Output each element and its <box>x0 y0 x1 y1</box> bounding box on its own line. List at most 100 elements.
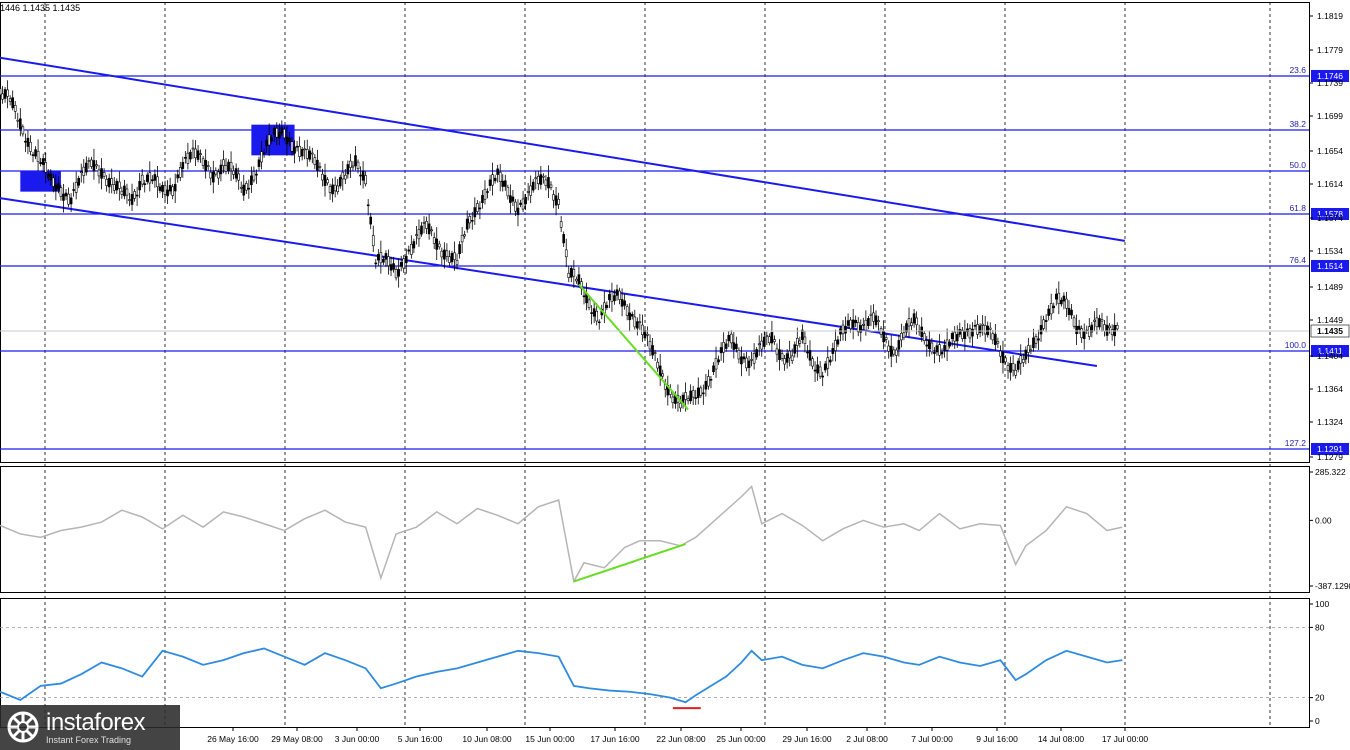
candle-body <box>125 188 129 196</box>
candle-body <box>1060 299 1063 305</box>
price-tick-label: 1.1364 <box>1317 384 1343 394</box>
candle-body <box>788 350 791 359</box>
candle-body <box>369 216 373 225</box>
candle-body <box>679 402 682 409</box>
price-tag-label: 1.1514 <box>1317 261 1343 271</box>
candle-body <box>689 390 692 402</box>
candle-body <box>52 177 55 187</box>
candle-body <box>1080 328 1083 339</box>
candle-body <box>780 353 784 359</box>
candle-body <box>1004 357 1007 363</box>
candle-body <box>544 179 548 186</box>
candle-body <box>201 158 205 166</box>
candle-body <box>661 373 665 377</box>
candle-body <box>623 300 626 306</box>
candle-body <box>496 168 499 175</box>
candle-body <box>653 352 657 354</box>
divergence-line <box>578 283 689 411</box>
candle-body <box>1034 336 1038 344</box>
candle-body <box>933 352 936 354</box>
candle-body <box>770 332 774 344</box>
candle-body <box>425 221 428 229</box>
price-tick-label: 1.1654 <box>1317 146 1343 156</box>
candle-body <box>16 119 20 122</box>
candle-body <box>892 349 896 355</box>
candle-body <box>742 356 746 360</box>
logo-name: instaforex <box>46 709 146 736</box>
candle-body <box>732 342 736 350</box>
candle-body <box>473 207 477 218</box>
candle-body <box>963 330 967 339</box>
candle-body <box>1042 319 1045 329</box>
candle-body <box>417 229 421 240</box>
price-tag <box>1311 260 1349 272</box>
candle-body <box>938 344 941 356</box>
candle-body <box>349 160 352 168</box>
rsi-line <box>0 647 1123 704</box>
candle-body <box>97 169 101 177</box>
price-tick-label: 1.1404 <box>1317 351 1343 361</box>
candle-body <box>841 324 845 335</box>
candle-body <box>803 336 807 345</box>
candle-body <box>186 152 190 164</box>
candle-body <box>85 162 88 173</box>
candle-body <box>79 171 83 173</box>
candle-body <box>1001 352 1005 364</box>
candle-body <box>6 89 9 97</box>
candle-body <box>120 190 124 195</box>
candle-body <box>869 313 873 316</box>
candle-body <box>153 174 157 181</box>
candle-body <box>646 333 649 336</box>
candle-body <box>222 159 225 166</box>
candle-body <box>206 165 210 167</box>
candle-body <box>283 128 286 139</box>
candle-body <box>928 339 931 349</box>
candle-body <box>1027 345 1030 353</box>
candle-body <box>389 264 393 271</box>
cci-panel: 285.322 0.00 -387.1290 <box>0 467 1350 591</box>
time-tick-label: 5 Jun 16:00 <box>398 734 443 744</box>
candle-body <box>158 186 162 191</box>
candle-body <box>21 126 25 135</box>
cci-tick-label: 285.322 <box>1315 467 1346 477</box>
candle-body <box>592 308 596 317</box>
candle-body <box>516 207 520 216</box>
candle-body <box>77 177 81 186</box>
candle-body <box>1054 293 1058 300</box>
candle-body <box>407 249 411 252</box>
candle-body <box>87 160 91 162</box>
candle-body <box>702 392 705 395</box>
candle-body <box>694 397 698 399</box>
logo-tagline: Instant Forex Trading <box>46 735 132 745</box>
time-tick-label: 9 Jul 16:00 <box>976 734 1018 744</box>
candle-body <box>443 249 446 260</box>
candle-body <box>379 252 383 264</box>
fib-ratio-label: 127.2 <box>1285 438 1307 448</box>
candle-body <box>280 127 284 134</box>
candle-body <box>877 320 880 323</box>
candle-body <box>1011 363 1015 371</box>
logo-mark-icon <box>7 711 39 743</box>
candle-body <box>148 172 152 184</box>
candle-body <box>740 356 743 365</box>
time-tick-label: 17 Jul 00:00 <box>1102 734 1149 744</box>
candle-body <box>900 332 903 341</box>
candle-body <box>636 321 639 329</box>
candle-body <box>173 184 177 192</box>
candle-body <box>630 314 634 317</box>
candle-body <box>735 343 738 350</box>
panel-frames <box>0 2 1310 728</box>
candle-body <box>1037 338 1040 341</box>
candle-body <box>229 162 233 170</box>
candle-body <box>468 216 472 224</box>
candle-body <box>849 319 852 329</box>
candle-body <box>1057 292 1061 305</box>
time-tick-label: 22 Jun 08:00 <box>656 734 705 744</box>
candle-body <box>166 189 169 197</box>
price-tick-label: 1.1279 <box>1317 452 1343 462</box>
candle-body <box>699 387 703 396</box>
candle-body <box>151 179 154 182</box>
candle-body <box>59 187 63 197</box>
candle-body <box>1077 325 1081 330</box>
candle-body <box>3 89 7 99</box>
